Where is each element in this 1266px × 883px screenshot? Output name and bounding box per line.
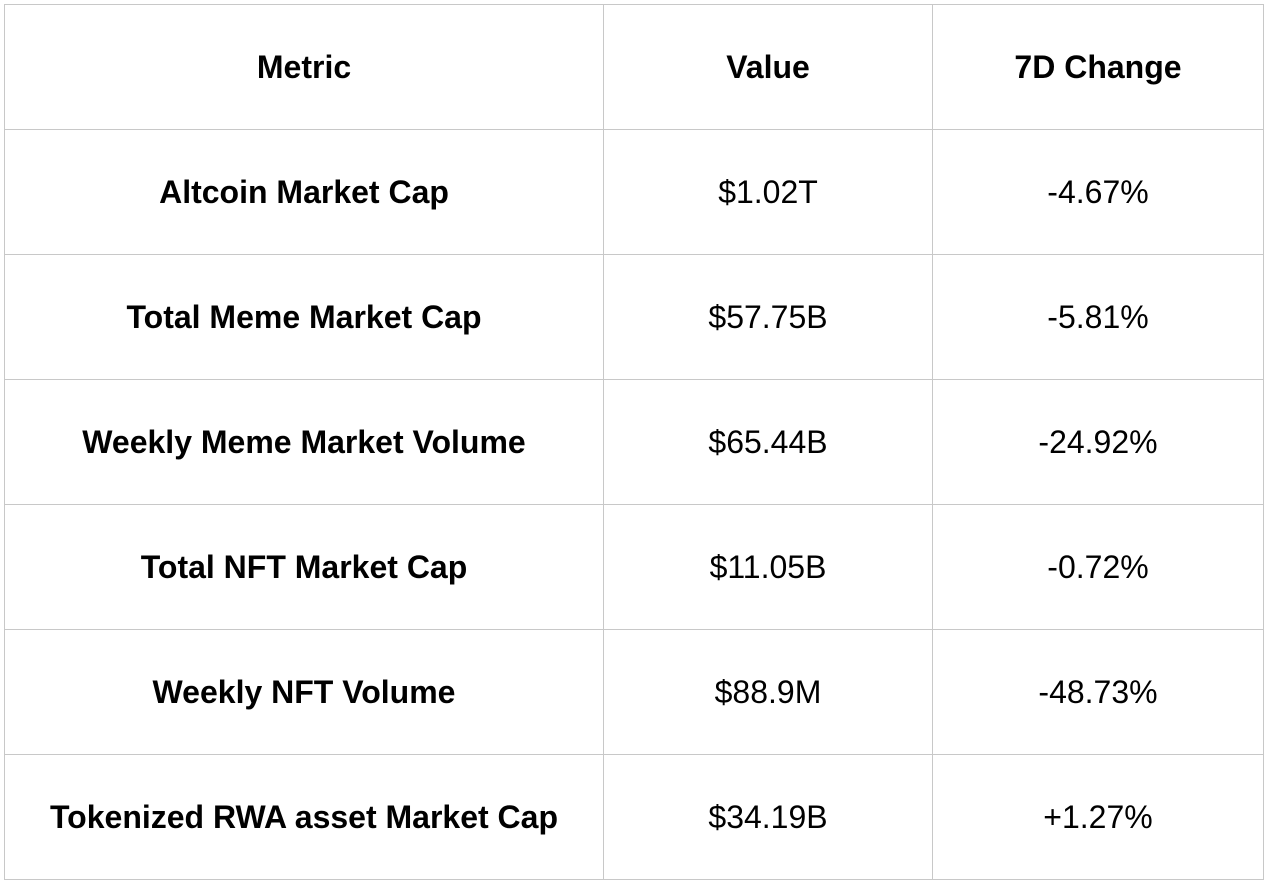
value-cell: $88.9M <box>603 629 933 755</box>
header-cell: Value <box>603 4 933 130</box>
change-cell: -48.73% <box>932 629 1264 755</box>
metric-cell: Total NFT Market Cap <box>4 504 604 630</box>
table-head: Metric Value 7D Change <box>4 4 1264 130</box>
table-row: Total NFT Market Cap $11.05B -0.72% <box>4 504 1264 630</box>
change-cell: -0.72% <box>932 504 1264 630</box>
table-row: Weekly Meme Market Volume $65.44B -24.92% <box>4 379 1264 505</box>
header-row: Metric Value 7D Change <box>4 4 1264 130</box>
table-row: Tokenized RWA asset Market Cap $34.19B +1.… <box>4 754 1264 880</box>
table-row: Total Meme Market Cap $57.75B -5.81% <box>4 254 1264 380</box>
metric-cell: Total Meme Market Cap <box>4 254 604 380</box>
table-row: Altcoin Market Cap $1.02T -4.67% <box>4 129 1264 255</box>
metric-cell: Weekly Meme Market Volume <box>4 379 604 505</box>
change-cell: +1.27% <box>932 754 1264 880</box>
value-cell: $1.02T <box>603 129 933 255</box>
metric-cell: Altcoin Market Cap <box>4 129 604 255</box>
header-cell: 7D Change <box>932 4 1264 130</box>
metrics-table: Metric Value 7D Change Altcoin Market Ca… <box>4 4 1264 880</box>
table-row: Weekly NFT Volume $88.9M -48.73% <box>4 629 1264 755</box>
metric-cell: Weekly NFT Volume <box>4 629 604 755</box>
value-cell: $57.75B <box>603 254 933 380</box>
value-cell: $11.05B <box>603 504 933 630</box>
change-cell: -24.92% <box>932 379 1264 505</box>
change-cell: -4.67% <box>932 129 1264 255</box>
header-cell: Metric <box>4 4 604 130</box>
change-cell: -5.81% <box>932 254 1264 380</box>
value-cell: $65.44B <box>603 379 933 505</box>
table-body: Altcoin Market Cap $1.02T -4.67% Total Meme… <box>4 129 1264 880</box>
value-cell: $34.19B <box>603 754 933 880</box>
metric-cell: Tokenized RWA asset Market Cap <box>4 754 604 880</box>
